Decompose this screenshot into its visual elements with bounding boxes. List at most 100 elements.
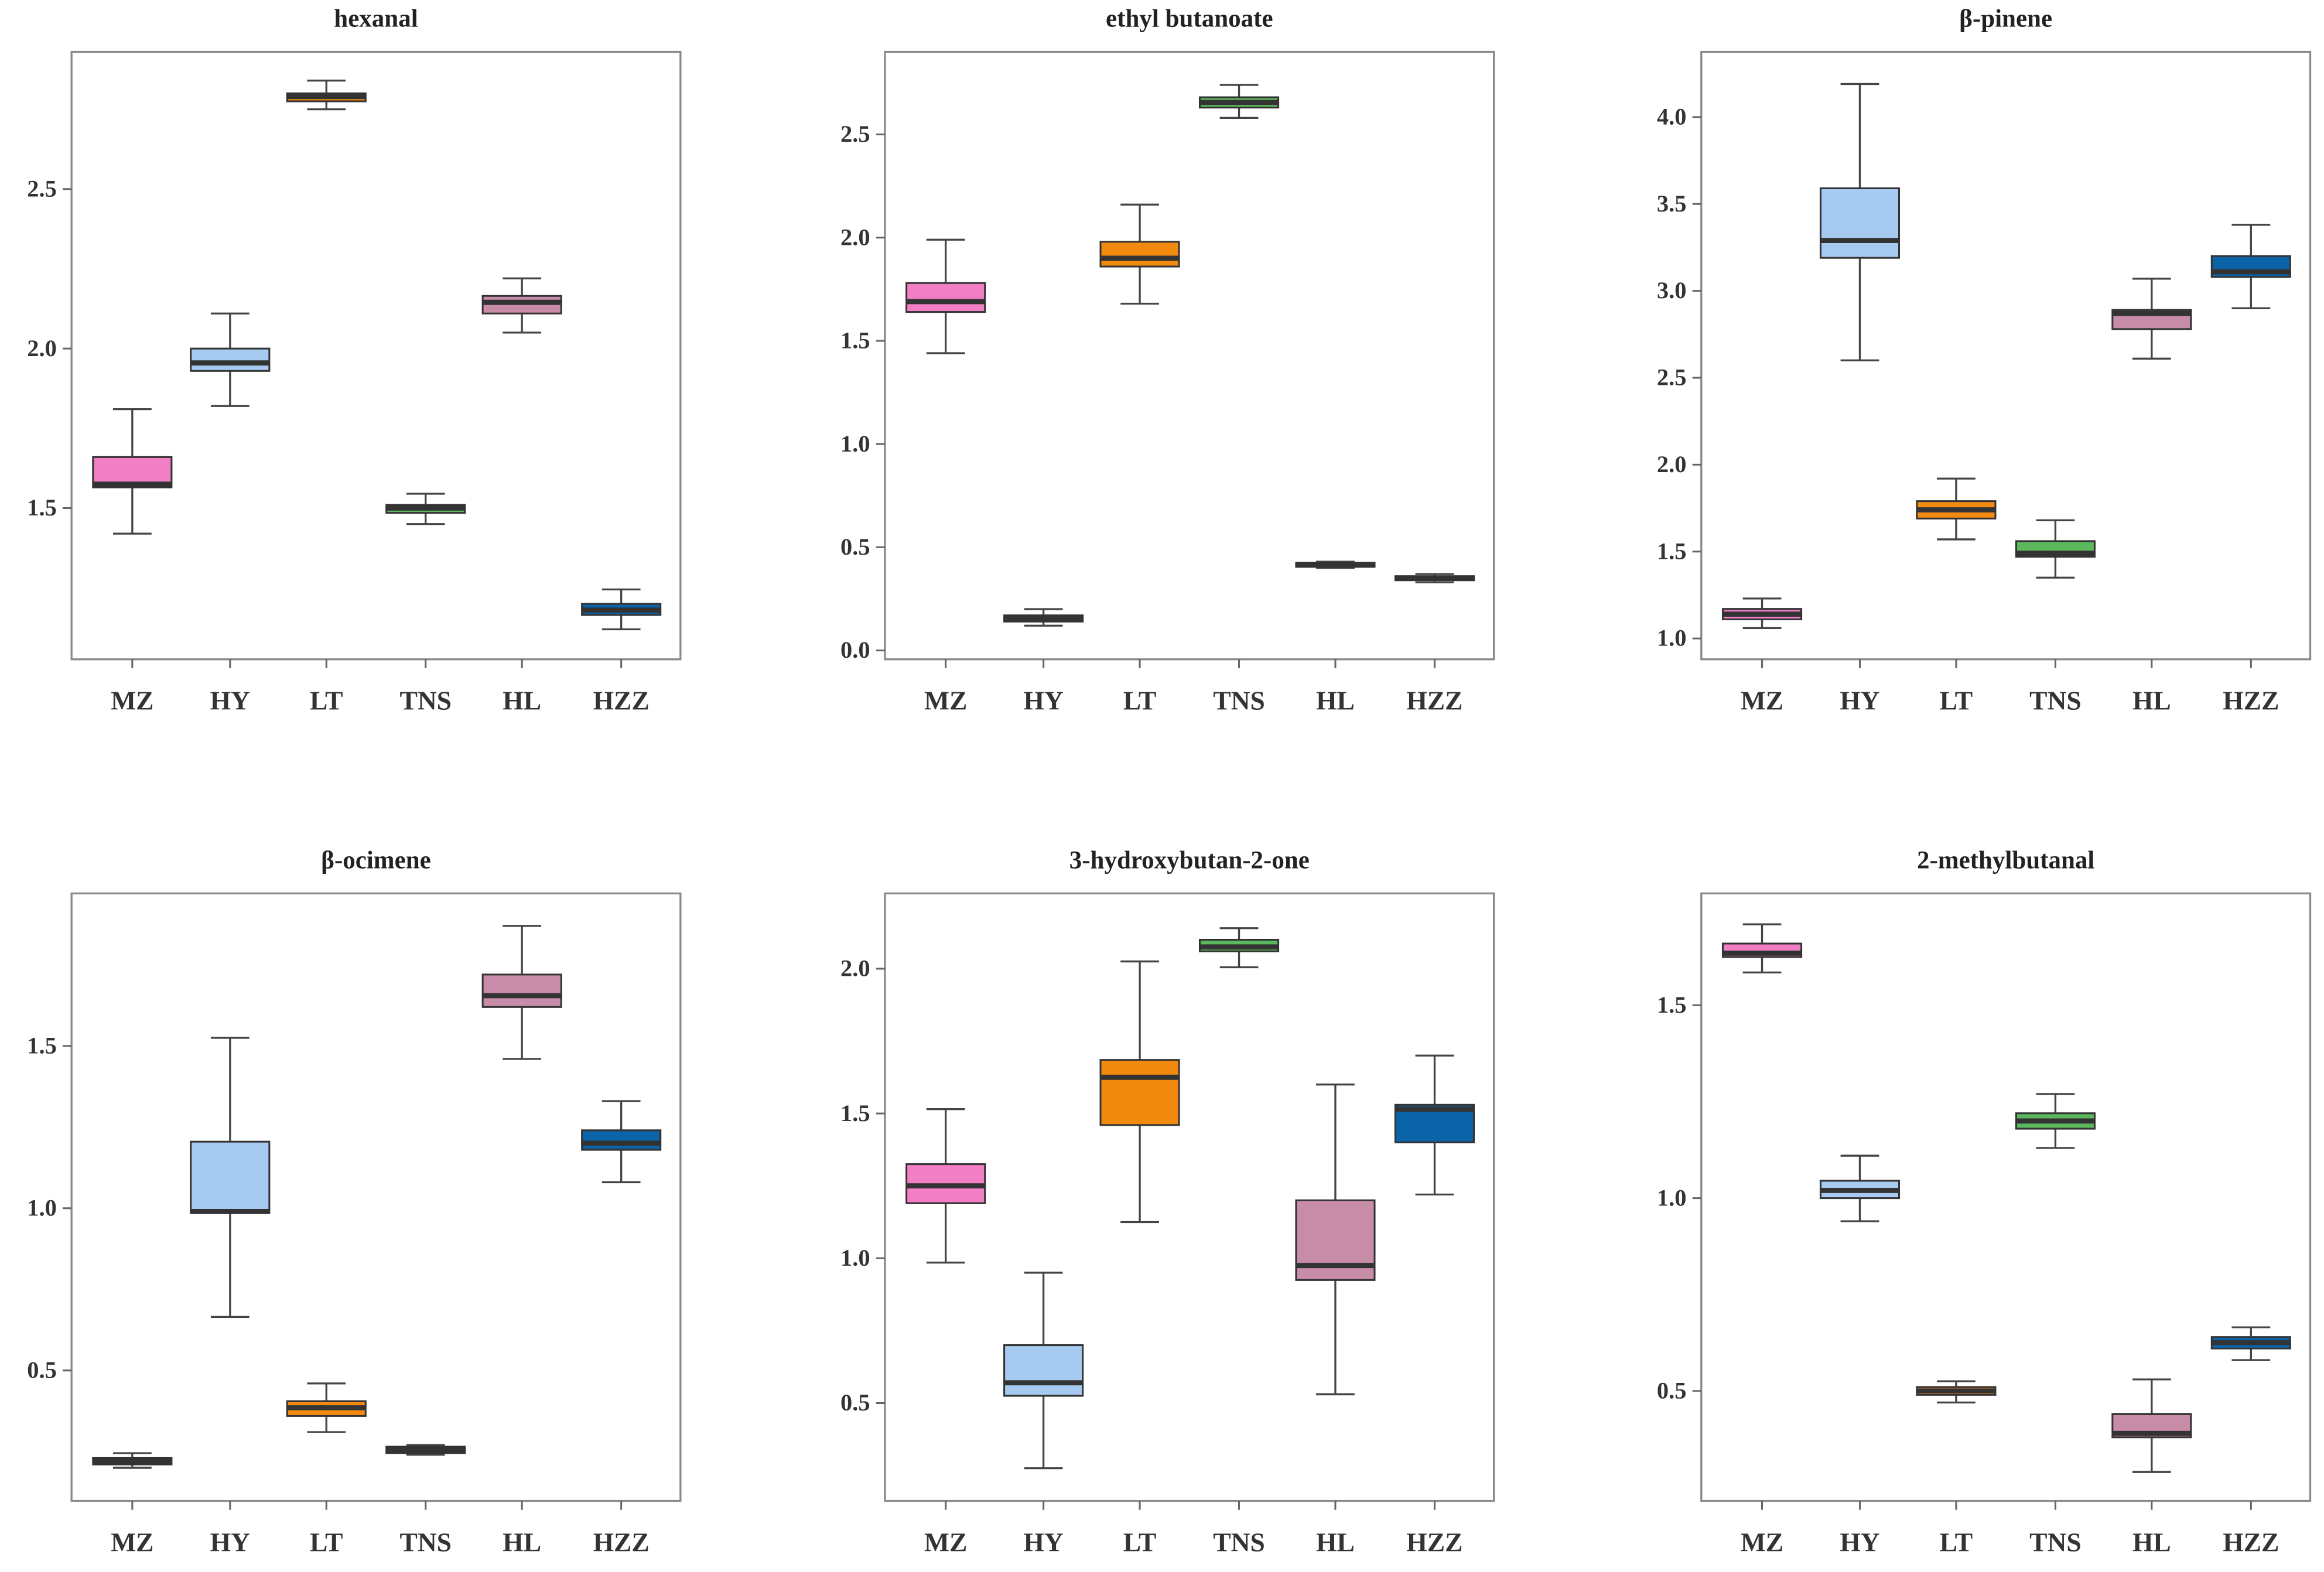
box-mz (905, 238, 986, 354)
box-tns (1198, 927, 1280, 969)
x-tick-label: LT (310, 1527, 343, 1557)
box-body (481, 973, 562, 1008)
box-lt (1916, 1380, 1997, 1404)
x-tick-label: HZZ (2223, 1527, 2279, 1557)
box-hy (190, 1037, 271, 1318)
y-tick-label: 2.0 (1657, 451, 1687, 477)
y-tick-label: 0.5 (840, 1389, 870, 1416)
box-hy (1819, 83, 1901, 361)
x-tick-label: HY (1840, 1527, 1879, 1557)
box-hl (1295, 561, 1376, 569)
x-tick-label: TNS (1213, 1527, 1265, 1557)
x-tick-label: HY (1840, 686, 1879, 716)
x-tick-label: TNS (2029, 1527, 2082, 1557)
x-tick-label: MZ (1741, 686, 1783, 716)
chart-title: ethyl butanoate (1106, 5, 1273, 33)
plot-frame (70, 892, 682, 1502)
y-tick-label: 2.0 (840, 955, 870, 982)
x-tick-label: HL (2132, 686, 2171, 716)
x-tick-label: TNS (2029, 686, 2082, 716)
box-hzz (2210, 1326, 2291, 1361)
plot-frame (70, 50, 682, 661)
y-tick-label: 1.5 (840, 1100, 870, 1126)
x-tick-label: LT (1123, 686, 1157, 716)
y-tick-label: 2.5 (840, 121, 870, 147)
box-mz (92, 1452, 173, 1469)
y-tick-label: 1.5 (27, 1032, 57, 1058)
chart-title: 2-methylbutanal (1917, 846, 2094, 874)
x-tick-label: MZ (924, 686, 967, 716)
box-mz (1721, 923, 1803, 974)
x-tick-label: HL (1316, 1527, 1355, 1557)
box-hzz (2210, 224, 2291, 309)
x-tick-label: HL (1316, 686, 1355, 716)
box-hl (481, 277, 562, 334)
box-hl (481, 925, 562, 1060)
x-tick-label: HZZ (2223, 686, 2279, 716)
y-tick-label: 1.0 (840, 1245, 870, 1271)
chart-title: β-ocimene (321, 846, 430, 874)
x-tick-label: MZ (924, 1527, 967, 1557)
box-tns (1198, 84, 1280, 119)
box-body (1003, 1344, 1084, 1397)
y-tick-label: 2.5 (1657, 364, 1687, 391)
box-body (1099, 1059, 1180, 1126)
y-tick-label: 0.5 (840, 534, 870, 560)
x-tick-label: HZZ (1406, 1527, 1462, 1557)
y-tick-label: 0.0 (840, 637, 870, 663)
x-tick-label: MZ (111, 686, 153, 716)
y-tick-label: 1.0 (840, 430, 870, 457)
box-tns (2015, 1093, 2096, 1149)
box-mz (905, 1108, 986, 1264)
y-tick-label: 1.0 (27, 1194, 57, 1221)
box-body (581, 1129, 662, 1151)
box-lt (286, 79, 367, 111)
x-tick-label: LT (1940, 1527, 1973, 1557)
box-hy (190, 312, 271, 407)
x-tick-label: HL (503, 686, 541, 716)
x-tick-label: TNS (1213, 686, 1265, 716)
y-tick-label: 0.5 (27, 1356, 57, 1383)
box-body (190, 347, 271, 372)
box-body (905, 282, 986, 313)
x-tick-label: LT (310, 686, 343, 716)
y-tick-label: 1.0 (1657, 625, 1687, 651)
chart-title: β-pinene (1959, 5, 2052, 33)
y-tick-label: 1.5 (27, 494, 57, 521)
box-tns (385, 1444, 466, 1456)
y-tick-label: 4.0 (1657, 103, 1687, 129)
box-lt (1916, 477, 1997, 541)
box-mz (92, 408, 173, 535)
box-hzz (581, 588, 662, 631)
x-tick-label: MZ (1741, 1527, 1783, 1557)
x-tick-label: TNS (399, 1527, 452, 1557)
box-body (1099, 241, 1180, 268)
x-tick-label: LT (1123, 1527, 1157, 1557)
box-tns (385, 493, 466, 525)
chart-panel: 3-hydroxybutan-2-one 0.5 1.0 1.5 2.0 MZ HY LT TN… (840, 846, 1495, 1557)
y-tick-label: 0.5 (1657, 1378, 1687, 1404)
box-tns (2015, 519, 2096, 579)
x-tick-label: HL (503, 1527, 541, 1557)
x-tick-label: HZZ (593, 1527, 650, 1557)
box-mz (1721, 597, 1803, 629)
y-tick-label: 2.0 (27, 335, 57, 361)
x-tick-label: HL (2132, 1527, 2171, 1557)
box-lt (1099, 203, 1180, 305)
box-hzz (1394, 573, 1475, 583)
x-tick-label: HZZ (1406, 686, 1462, 716)
x-tick-label: LT (1940, 686, 1973, 716)
box-hzz (581, 1100, 662, 1184)
x-tick-label: HY (1023, 686, 1063, 716)
chart-panel: β-ocimene 0.5 1.0 1.5 MZ HY LT TNS HL HZZ (27, 846, 682, 1557)
chart-title: hexanal (334, 5, 418, 33)
plot-frame (1700, 50, 2312, 661)
box-hl (2111, 278, 2192, 360)
x-tick-label: HY (210, 1527, 250, 1557)
box-hy (1819, 1154, 1901, 1222)
x-tick-label: MZ (111, 1527, 153, 1557)
box-lt (286, 1382, 367, 1433)
x-tick-label: HZZ (593, 686, 650, 716)
plot-frame (1700, 892, 2312, 1502)
